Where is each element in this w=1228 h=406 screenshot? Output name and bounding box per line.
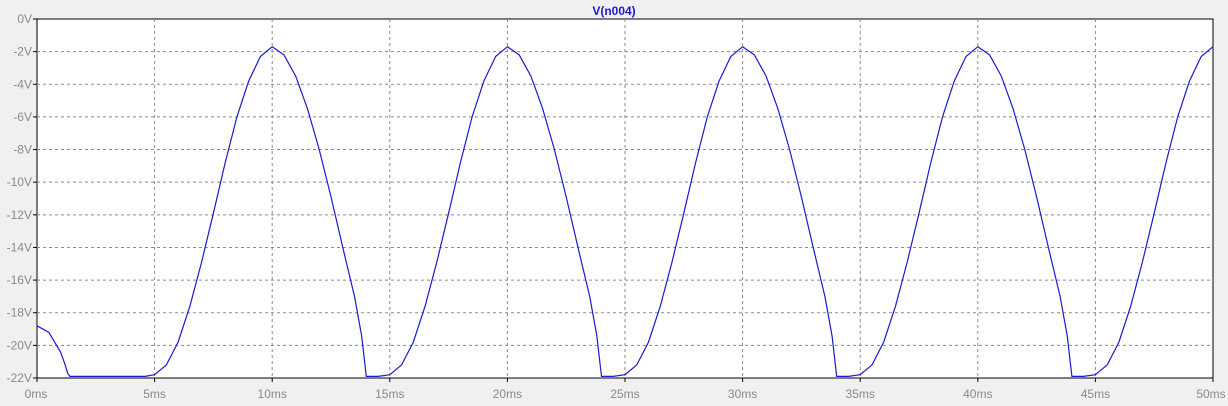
x-tick-label: 10ms <box>258 387 287 401</box>
y-tick-label: 0V <box>17 12 32 26</box>
x-tick-label: 35ms <box>846 387 875 401</box>
y-tick-label: -18V <box>7 306 32 320</box>
x-tick-label: 0ms <box>25 387 48 401</box>
chart-title: V(n004) <box>592 4 635 18</box>
y-tick-label: -2V <box>13 45 32 59</box>
y-axis-tick-labels: 0V -2V -4V -6V -8V -10V -12V -14V -16V -18V -20V -2… <box>7 12 37 385</box>
x-tick-label: 5ms <box>143 387 166 401</box>
x-tick-label: 50ms <box>1196 387 1225 401</box>
x-tick-label: 25ms <box>610 387 639 401</box>
y-tick-label: -16V <box>7 273 32 287</box>
y-tick-label: -10V <box>7 175 32 189</box>
x-tick-label: 30ms <box>728 387 757 401</box>
x-tick-label: 15ms <box>375 387 404 401</box>
y-tick-label: -6V <box>13 110 32 124</box>
x-tick-label: 20ms <box>493 387 522 401</box>
y-tick-label: -4V <box>13 77 32 91</box>
x-tick-label: 45ms <box>1081 387 1110 401</box>
x-tick-label: 40ms <box>963 387 992 401</box>
y-tick-label: -12V <box>7 208 32 222</box>
y-tick-label: -8V <box>13 143 32 157</box>
x-axis-tick-labels: 0ms 5ms 10ms 15ms 20ms 25ms 30ms 35ms 40ms 45ms 50… <box>25 378 1226 401</box>
y-tick-label: -22V <box>7 371 32 385</box>
y-tick-label: -20V <box>7 338 32 352</box>
y-tick-label: -14V <box>7 240 32 254</box>
